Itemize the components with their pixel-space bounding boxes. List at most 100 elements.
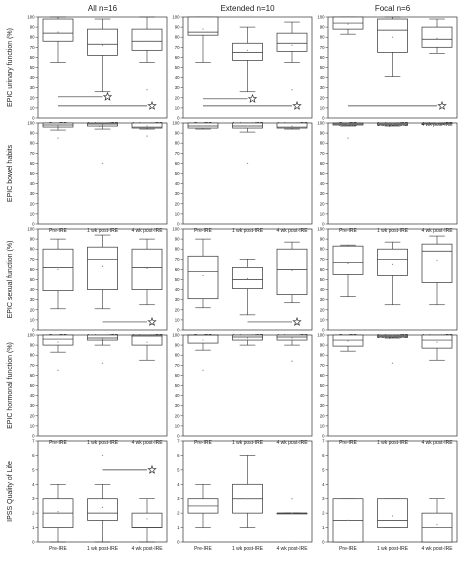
- box-2: [276, 122, 308, 130]
- box-2: [131, 498, 163, 543]
- x-category-label: Pre-IRE: [339, 228, 357, 234]
- significance-star: [292, 100, 302, 110]
- y-tick-label: 100: [317, 121, 325, 126]
- column-title: Focal n=6: [375, 4, 411, 13]
- y-tick-label: 20: [175, 413, 180, 418]
- y-tick-label: 0: [177, 116, 180, 121]
- y-tick-label: 3: [322, 496, 325, 501]
- box-2: [276, 334, 308, 346]
- y-tick-label: 30: [175, 403, 180, 408]
- y-tick-label: 20: [320, 413, 325, 418]
- y-tick-label: 100: [172, 227, 180, 232]
- x-category-label: 1 wk post-IRE: [232, 228, 264, 234]
- y-tick-label: 100: [27, 333, 35, 338]
- x-category-label: 4 wk post-IRE: [131, 546, 163, 552]
- x-category-label: 4 wk post-IRE: [421, 228, 453, 234]
- mean-marker: [436, 259, 438, 261]
- mean-marker: [146, 341, 148, 343]
- x-category-label: 1 wk post-IRE: [232, 440, 264, 446]
- y-tick-label: 100: [172, 15, 180, 20]
- box-iqr: [42, 18, 74, 42]
- y-axis-label: EPIC urinary function (%): [7, 28, 14, 107]
- panel-3-2: 0 10 20 30 40 50 60 70 80 90 100 Pre-IRE 1 wk post-I…: [317, 333, 458, 446]
- box-2: [131, 238, 163, 306]
- y-tick-label: 20: [175, 201, 180, 206]
- y-tick-label: 50: [320, 277, 325, 282]
- x-category-label: Pre-IRE: [194, 546, 212, 552]
- mean-marker: [436, 122, 438, 124]
- mean-marker: [391, 36, 394, 38]
- y-tick-label: 0: [32, 540, 35, 545]
- y-tick-label: 40: [30, 75, 35, 80]
- y-tick-label: 0: [322, 328, 325, 333]
- x-category-label: 1 wk post-IRE: [87, 228, 119, 234]
- y-tick-label: 80: [320, 141, 325, 146]
- y-tick-label: 10: [320, 317, 325, 322]
- y-tick-label: 40: [320, 181, 325, 186]
- panel-3-1: 0 10 20 30 40 50 60 70 80 90 100 Pre-IRE 1 wk post-I…: [172, 333, 313, 446]
- y-tick-label: 1: [32, 525, 35, 530]
- y-tick-label: 20: [30, 307, 35, 312]
- box-1: [87, 334, 118, 346]
- mean-marker: [246, 125, 249, 127]
- y-tick-label: 6: [322, 453, 325, 458]
- box-1: [232, 455, 263, 528]
- y-tick-label: 40: [175, 393, 180, 398]
- y-tick-label: 50: [175, 171, 180, 176]
- y-tick-label: 2: [322, 511, 325, 516]
- significance-star: [147, 100, 157, 110]
- y-tick-label: 100: [27, 227, 35, 232]
- y-tick-label: 0: [322, 540, 325, 545]
- box-0: [42, 334, 74, 353]
- y-tick-label: 60: [30, 267, 35, 272]
- outlier-point: [291, 498, 293, 500]
- y-tick-label: 60: [320, 373, 325, 378]
- y-tick-label: 60: [175, 161, 180, 166]
- panel-frame: [182, 440, 313, 543]
- y-tick-label: 20: [320, 95, 325, 100]
- y-tick-label: 90: [30, 131, 35, 136]
- mean-marker: [391, 123, 394, 125]
- y-tick-label: 5: [32, 467, 35, 472]
- mean-marker: [291, 512, 293, 514]
- outlier-point: [146, 89, 148, 91]
- x-category-label: Pre-IRE: [49, 440, 67, 446]
- mean-marker: [347, 519, 349, 521]
- x-category-label: Pre-IRE: [194, 440, 212, 446]
- mean-marker: [436, 524, 438, 526]
- outlier-point: [291, 360, 293, 362]
- y-tick-label: 100: [27, 121, 35, 126]
- y-tick-label: 40: [30, 393, 35, 398]
- box-1: [87, 18, 118, 93]
- box-1: [87, 483, 118, 543]
- x-category-label: 1 wk post-IRE: [377, 228, 409, 234]
- box-1: [232, 258, 263, 316]
- mean-marker: [146, 40, 148, 42]
- box-2: [421, 18, 453, 54]
- box-iqr: [87, 28, 118, 56]
- y-tick-label: 10: [30, 211, 35, 216]
- x-category-label: 4 wk post-IRE: [421, 440, 453, 446]
- y-tick-label: 40: [320, 75, 325, 80]
- y-tick-label: 90: [175, 131, 180, 136]
- outlier-point: [101, 162, 104, 165]
- y-tick-label: 0: [322, 434, 325, 439]
- y-tick-label: 20: [320, 307, 325, 312]
- y-tick-label: 90: [320, 237, 325, 242]
- box-iqr: [42, 334, 74, 346]
- box-iqr: [377, 248, 408, 276]
- box-2: [276, 241, 308, 304]
- y-tick-label: 100: [317, 333, 325, 338]
- box-iqr: [332, 245, 364, 275]
- y-tick-label: 80: [175, 141, 180, 146]
- y-tick-label: 40: [175, 287, 180, 292]
- mean-marker: [391, 335, 394, 337]
- y-tick-label: 10: [30, 105, 35, 110]
- y-tick-label: 80: [30, 141, 35, 146]
- outlier-point: [146, 135, 148, 137]
- y-tick-label: 70: [175, 151, 180, 156]
- y-tick-label: 4: [322, 482, 325, 487]
- x-category-label: 1 wk post-IRE: [87, 440, 119, 446]
- y-tick-label: 10: [30, 423, 35, 428]
